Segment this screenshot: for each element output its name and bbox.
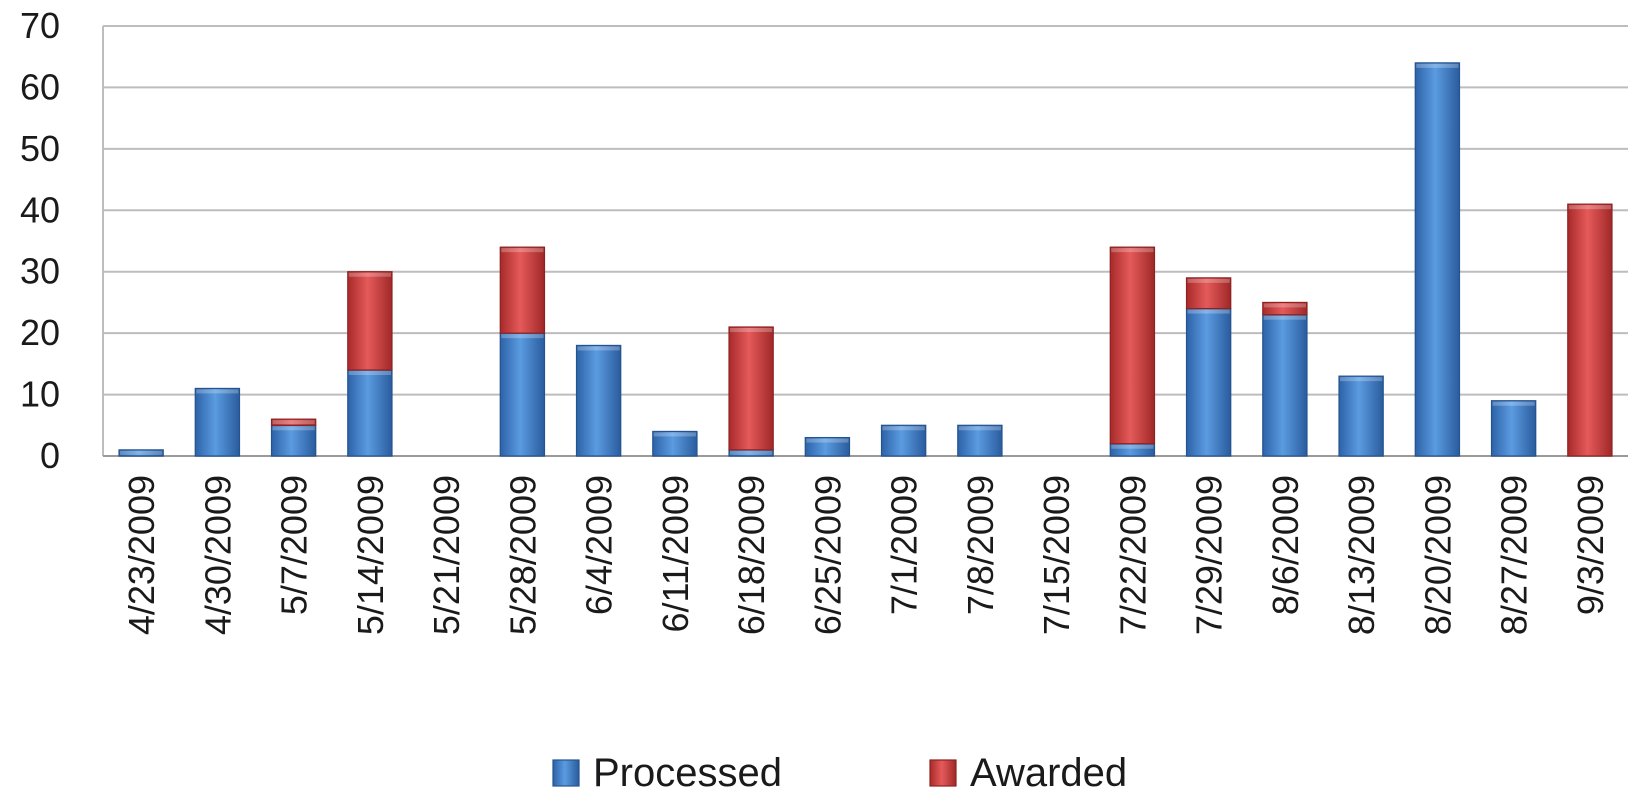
y-tick-label: 50 [20, 128, 60, 169]
bar-awarded-8 [728, 326, 774, 451]
x-tick-label: 6/11/2009 [655, 475, 696, 632]
bar-processed-10 [880, 424, 927, 457]
bar-processed-15 [1262, 314, 1308, 457]
x-tick-label: 8/27/2009 [1494, 475, 1535, 635]
bar-processed-7 [652, 430, 698, 457]
y-tick-label: 20 [20, 312, 60, 353]
bar-highlight [272, 420, 315, 425]
y-tick-label: 40 [20, 189, 60, 230]
x-tick-label: 5/7/2009 [274, 475, 315, 615]
bar-awarded-13 [1109, 246, 1156, 445]
bar-highlight [1111, 248, 1154, 253]
bar-awarded-3 [347, 271, 393, 371]
x-tick-label: 4/30/2009 [197, 475, 238, 635]
bar-highlight [1416, 63, 1459, 68]
y-tick-label: 0 [40, 435, 60, 476]
bar-awarded-15 [1262, 301, 1308, 316]
gridlines [103, 25, 1628, 396]
bar-highlight [1111, 444, 1154, 449]
bar-highlight [1263, 303, 1306, 308]
x-tick-label: 7/22/2009 [1112, 475, 1153, 635]
x-tick-label: 7/15/2009 [1036, 475, 1077, 635]
bars [118, 62, 1613, 457]
x-tick-label: 5/21/2009 [426, 475, 467, 635]
bar-highlight [577, 346, 620, 351]
bar-highlight [1340, 377, 1383, 382]
bar-highlight [272, 426, 315, 431]
x-tick-label: 7/29/2009 [1189, 475, 1230, 635]
legend-label-processed: Processed [593, 751, 782, 792]
bar-processed-18 [1490, 400, 1537, 457]
bar-highlight [348, 371, 391, 375]
y-axis-tick-labels: 0 10 20 30 40 50 60 70 [20, 5, 60, 476]
bar-highlight [1187, 309, 1230, 314]
x-tick-label: 6/18/2009 [731, 475, 772, 635]
y-tick-label: 10 [20, 374, 60, 415]
bar-highlight [806, 438, 849, 443]
bar-highlight [120, 450, 163, 455]
bar-highlight [1568, 205, 1611, 210]
bar-processed-16 [1338, 375, 1384, 457]
bar-processed-1 [194, 387, 241, 457]
bar-highlight [1263, 315, 1306, 320]
bar-processed-5 [499, 332, 546, 457]
legend-swatch-awarded [929, 759, 957, 787]
x-tick-label: 4/23/2009 [121, 475, 162, 635]
bar-highlight [653, 432, 696, 437]
bar-highlight [1187, 278, 1230, 283]
bar-processed-3 [347, 369, 393, 457]
bar-highlight [501, 334, 544, 339]
bar-highlight [196, 389, 239, 394]
legend: Processed Awarded [552, 751, 1127, 792]
bar-awarded-19 [1567, 203, 1613, 457]
bar-processed-0 [118, 449, 164, 457]
x-tick-label: 8/6/2009 [1265, 475, 1306, 615]
x-tick-label: 5/28/2009 [502, 475, 543, 635]
x-tick-label: 6/25/2009 [807, 475, 848, 635]
y-tick-label: 70 [20, 5, 60, 46]
bar-processed-2 [270, 424, 317, 457]
bar-processed-9 [804, 436, 851, 457]
x-tick-label: 6/4/2009 [579, 475, 620, 615]
bar-highlight [348, 272, 391, 277]
bar-awarded-14 [1185, 277, 1232, 310]
bar-highlight [730, 328, 773, 332]
bar-highlight [1492, 401, 1535, 406]
bar-processed-11 [957, 424, 1003, 457]
bar-processed-14 [1185, 307, 1232, 457]
axes [102, 26, 1628, 457]
bar-highlight [501, 248, 544, 253]
bar-highlight [958, 426, 1001, 431]
x-tick-label: 7/1/2009 [884, 475, 925, 615]
bar-awarded-2 [270, 418, 317, 426]
legend-label-awarded: Awarded [970, 751, 1127, 792]
bar-processed-17 [1414, 62, 1461, 457]
y-tick-label: 30 [20, 251, 60, 292]
x-tick-label: 5/14/2009 [350, 475, 391, 635]
y-tick-label: 60 [20, 66, 60, 107]
x-tick-label: 7/8/2009 [960, 475, 1001, 615]
bar-highlight [882, 426, 925, 431]
bar-processed-6 [575, 344, 622, 457]
x-tick-label: 8/13/2009 [1341, 475, 1382, 635]
x-tick-label: 9/3/2009 [1570, 475, 1611, 615]
bar-awarded-5 [499, 246, 546, 334]
bar-highlight [730, 450, 773, 455]
legend-swatch-processed [552, 759, 580, 787]
x-tick-label: 8/20/2009 [1417, 475, 1458, 635]
x-axis-tick-labels: 4/23/2009 4/30/2009 5/7/2009 5/14/2009 5/21/… [121, 475, 1611, 635]
